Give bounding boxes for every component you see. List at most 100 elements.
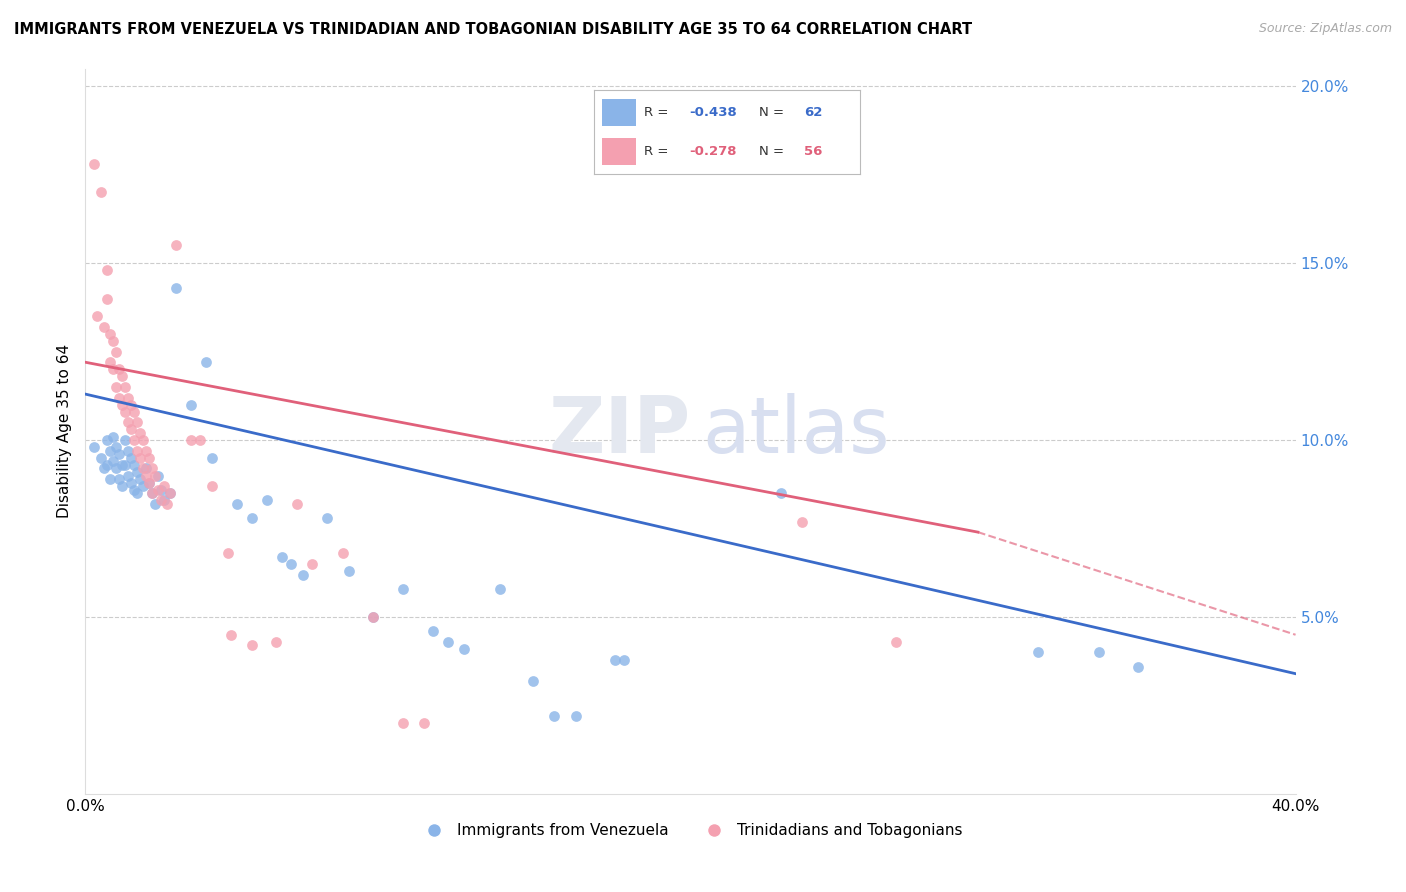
Point <box>98 472 121 486</box>
Point <box>361 610 384 624</box>
Point <box>101 362 124 376</box>
Point <box>107 447 129 461</box>
Point <box>264 635 287 649</box>
Point <box>159 486 181 500</box>
Point <box>1128 659 1150 673</box>
Point <box>104 440 127 454</box>
Text: atlas: atlas <box>703 393 890 469</box>
Legend: Immigrants from Venezuela, Trinidadians and Tobagonians: Immigrants from Venezuela, Trinidadians … <box>412 817 969 845</box>
Point <box>361 610 384 624</box>
Point <box>138 475 160 490</box>
Point <box>125 465 148 479</box>
Point <box>392 716 415 731</box>
Point <box>489 582 512 596</box>
Point <box>107 362 129 376</box>
Point <box>135 468 157 483</box>
Point <box>422 624 444 639</box>
Point <box>96 458 118 472</box>
Point <box>146 468 169 483</box>
Point <box>107 472 129 486</box>
Point <box>114 405 136 419</box>
Point <box>104 461 127 475</box>
Point <box>156 497 179 511</box>
Point <box>89 450 111 465</box>
Point <box>188 433 211 447</box>
Point <box>132 461 155 475</box>
Point <box>132 433 155 447</box>
Point <box>138 475 160 490</box>
Point <box>101 454 124 468</box>
Point <box>153 493 176 508</box>
Point <box>125 443 148 458</box>
Point <box>122 405 145 419</box>
Point <box>101 429 124 443</box>
Point <box>96 263 118 277</box>
Point <box>195 355 218 369</box>
Point <box>114 433 136 447</box>
Point <box>165 281 187 295</box>
Point <box>104 380 127 394</box>
Point <box>240 639 263 653</box>
Point <box>125 486 148 500</box>
Point <box>165 238 187 252</box>
Point <box>141 486 163 500</box>
Point <box>122 433 145 447</box>
Point <box>83 440 105 454</box>
Point <box>98 355 121 369</box>
Point <box>114 380 136 394</box>
Point <box>150 483 173 497</box>
Point <box>280 557 302 571</box>
Point <box>1028 645 1050 659</box>
Point <box>107 391 129 405</box>
Point <box>128 472 150 486</box>
Point <box>285 497 308 511</box>
Point <box>111 398 134 412</box>
Point <box>543 709 565 723</box>
Point <box>117 416 139 430</box>
Point <box>201 450 224 465</box>
Point <box>111 458 134 472</box>
Point <box>392 582 415 596</box>
Point <box>225 497 247 511</box>
Point <box>271 549 294 564</box>
Point <box>337 564 360 578</box>
Point <box>120 398 142 412</box>
Point <box>117 443 139 458</box>
Point <box>153 479 176 493</box>
Point <box>240 511 263 525</box>
Point <box>101 334 124 348</box>
Point <box>128 450 150 465</box>
Point <box>120 475 142 490</box>
Point <box>770 486 793 500</box>
Point <box>453 641 475 656</box>
Point <box>180 398 202 412</box>
Point <box>201 479 224 493</box>
Point <box>159 486 181 500</box>
Text: ZIP: ZIP <box>548 393 690 469</box>
Point <box>93 319 115 334</box>
Point <box>413 716 436 731</box>
Point <box>89 186 111 200</box>
Point <box>98 326 121 341</box>
Point <box>219 628 242 642</box>
Point <box>332 546 354 560</box>
Point <box>437 635 460 649</box>
Point <box>135 443 157 458</box>
Point <box>143 468 166 483</box>
Point <box>522 673 544 688</box>
Point <box>125 416 148 430</box>
Point <box>86 310 108 324</box>
Point <box>292 567 315 582</box>
Point <box>603 652 626 666</box>
Point <box>217 546 239 560</box>
Point <box>117 468 139 483</box>
Point <box>128 425 150 440</box>
Point <box>316 511 339 525</box>
Text: Source: ZipAtlas.com: Source: ZipAtlas.com <box>1258 22 1392 36</box>
Text: IMMIGRANTS FROM VENEZUELA VS TRINIDADIAN AND TOBAGONIAN DISABILITY AGE 35 TO 64 : IMMIGRANTS FROM VENEZUELA VS TRINIDADIAN… <box>14 22 972 37</box>
Point <box>122 458 145 472</box>
Point <box>135 461 157 475</box>
Point <box>141 461 163 475</box>
Point <box>792 515 814 529</box>
Point <box>96 292 118 306</box>
